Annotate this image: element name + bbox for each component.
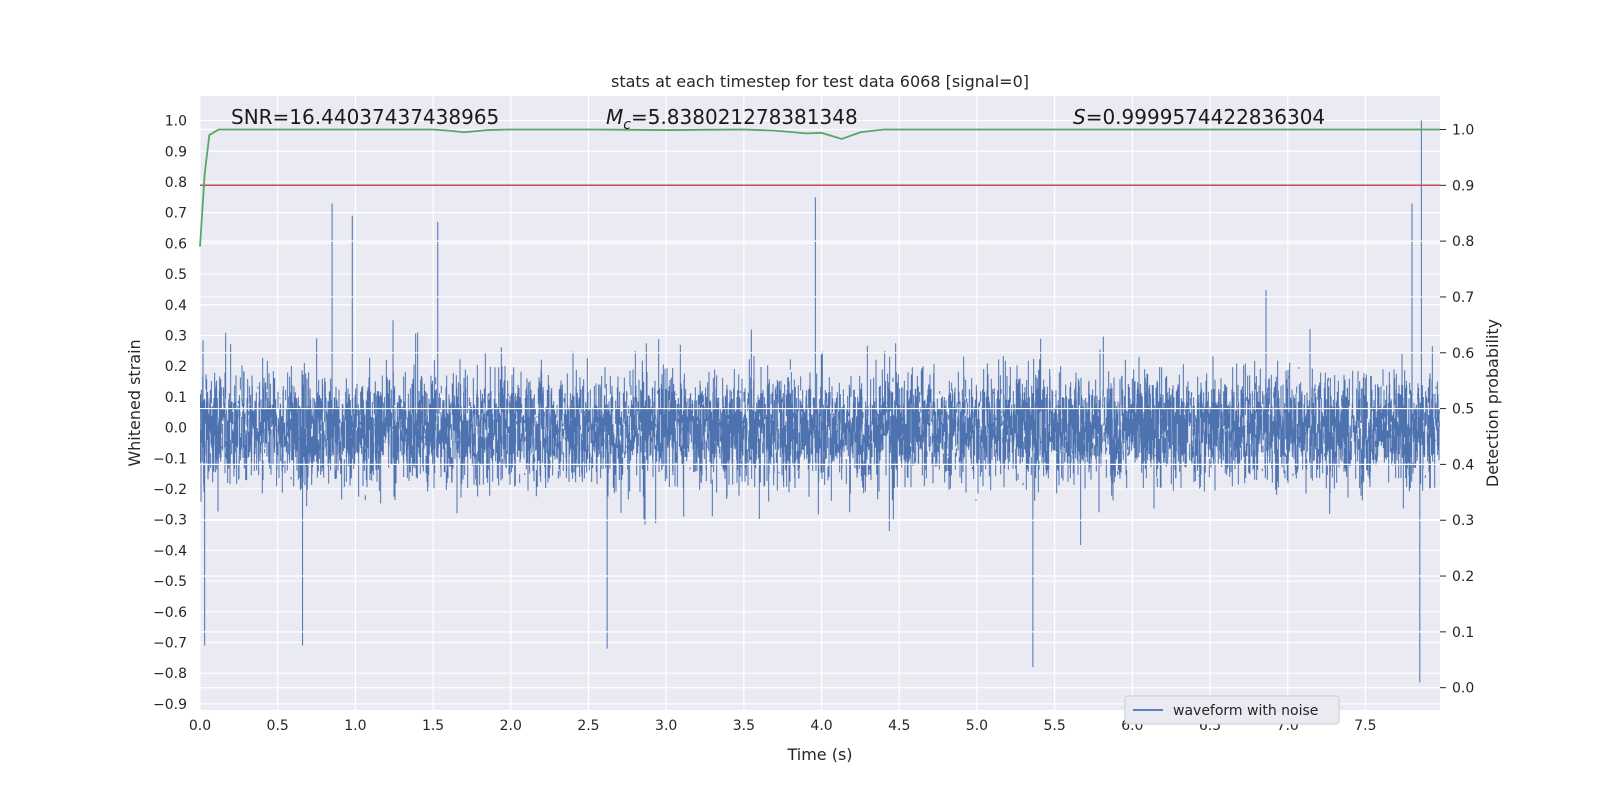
y2-tick-label: 0.0 [1452,681,1474,697]
significance-annotation: S=0.9999574422836304 [1073,105,1325,129]
y-tick-label: 0.1 [165,390,187,406]
x-axis-ticks: 0.0 0.5 1.0 1.5 2.0 2.5 3.0 3.5 4.0 4.5 5.0 5.5 6.0 6… [189,718,1377,734]
x-tick-label: 2.0 [500,718,522,734]
legend: waveform with noise [1124,695,1340,725]
y-tick-label: 0.0 [165,421,187,437]
detection-probability-line [199,128,1440,247]
y-tick-label: −0.7 [153,635,187,651]
y-tick-label: −0.8 [153,666,187,682]
y2-tick-label: 0.8 [1452,234,1474,250]
waveform-series [200,120,1440,683]
chirp-mass-value: =5.838021278381348 [631,105,858,129]
y2-tick-label: 0.7 [1452,290,1474,306]
chirp-mass-symbol: M [606,105,623,129]
y2-tick-label: 0.4 [1452,457,1474,473]
y2-tick-label: 0.1 [1452,625,1474,641]
y-tick-label: −0.2 [153,482,187,498]
y-tick-label: 0.4 [165,298,187,314]
y-tick-label: 0.3 [165,328,187,344]
legend-box [1124,695,1340,725]
y2-axis-ticks: 1.0 0.9 0.8 0.7 0.6 0.5 0.4 0.3 0.2 0.1 0.0 [1440,122,1474,697]
significance-symbol: S [1073,105,1086,129]
y-tick-label: −0.3 [153,513,187,529]
y-tick-label: −0.1 [153,451,187,467]
x-axis-label: Time (s) [786,745,852,764]
x-tick-label: 5.5 [1044,718,1066,734]
legend-label-waveform: waveform with noise [1173,703,1318,719]
chirp-mass-subscript: c [623,117,631,133]
x-tick-label: 7.5 [1354,718,1376,734]
y2-axis-label: Detection probability [1483,319,1502,487]
x-tick-label: 4.0 [810,718,832,734]
y-tick-label: 0.9 [165,144,187,160]
x-tick-label: 4.5 [888,718,910,734]
x-tick-label: 2.5 [577,718,599,734]
y2-tick-label: 0.9 [1452,178,1474,194]
x-tick-label: 3.0 [655,718,677,734]
y-axis-label: Whitened strain [125,339,144,466]
y-tick-label: −0.9 [153,697,187,713]
x-tick-label: 5.0 [966,718,988,734]
y-tick-label: 1.0 [165,114,187,130]
y-axis-ticks: 1.0 0.9 0.8 0.7 0.6 0.5 0.4 0.3 0.2 0.1 0.0 −0.1 −0.… [153,114,187,713]
x-tick-label: 0.5 [267,718,289,734]
y2-tick-label: 1.0 [1452,122,1474,138]
significance-value: =0.9999574422836304 [1086,105,1325,129]
y2-tick-label: 0.3 [1452,513,1474,529]
y-tick-label: −0.6 [153,605,187,621]
x-tick-label: 1.0 [344,718,366,734]
snr-annotation: SNR=16.44037437438965 [231,105,499,129]
chart-title: stats at each timestep for test data 606… [611,72,1029,91]
y-tick-label: −0.4 [153,543,187,559]
y-tick-label: −0.5 [153,574,187,590]
chirp-mass-annotation: Mc=5.838021278381348 [606,105,858,133]
y-tick-label: 0.5 [165,267,187,283]
y2-tick-label: 0.6 [1452,346,1474,362]
y2-tick-label: 0.2 [1452,569,1474,585]
y-tick-label: 0.8 [165,175,187,191]
waveform-with-noise-line [200,120,1440,683]
y-tick-label: 0.6 [165,236,187,252]
x-tick-label: 3.5 [733,718,755,734]
y2-tick-label: 0.5 [1452,402,1474,418]
y-tick-label: 0.2 [165,359,187,375]
y-tick-label: 0.7 [165,206,187,222]
x-tick-label: 1.5 [422,718,444,734]
x-tick-label: 0.0 [189,718,211,734]
